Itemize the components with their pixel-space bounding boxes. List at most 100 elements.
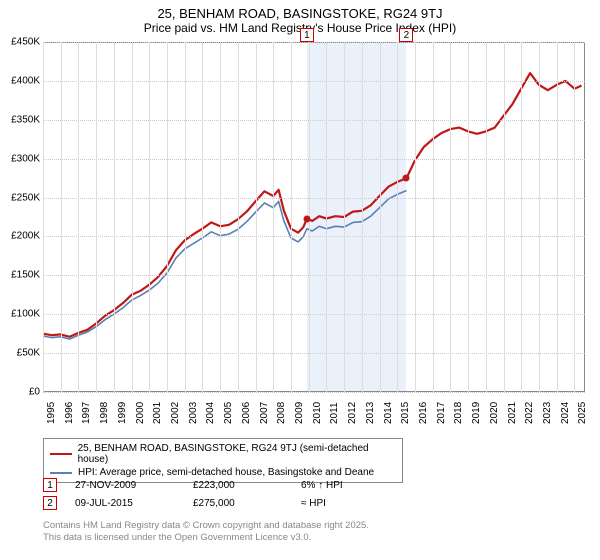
x-axis-label: 2017 — [436, 402, 447, 424]
event-row: 1 27-NOV-2009 £223,000 6% ↑ HPI — [43, 478, 381, 492]
x-axis-label: 2004 — [205, 402, 216, 424]
legend-box: 25, BENHAM ROAD, BASINGSTOKE, RG24 9TJ (… — [43, 438, 403, 483]
gridline-v — [433, 42, 434, 392]
gridline-v — [486, 42, 487, 392]
footer-line: Contains HM Land Registry data © Crown c… — [43, 520, 369, 532]
gridline-v — [539, 42, 540, 392]
gridline-v — [220, 42, 221, 392]
x-axis-label: 2006 — [241, 402, 252, 424]
gridline-v — [114, 42, 115, 392]
x-axis-label: 1996 — [64, 402, 75, 424]
event-marker-icon: 1 — [300, 28, 314, 42]
gridline-v — [468, 42, 469, 392]
series-price — [43, 73, 582, 337]
x-axis-label: 2013 — [365, 402, 376, 424]
y-axis-label: £250K — [0, 192, 40, 203]
x-axis-label: 2018 — [453, 402, 464, 424]
chart-container: 25, BENHAM ROAD, BASINGSTOKE, RG24 9TJ P… — [0, 0, 600, 560]
event-marker-icon: 2 — [43, 496, 57, 510]
x-axis-label: 2023 — [542, 402, 553, 424]
x-axis-label: 2021 — [507, 402, 518, 424]
gridline-v — [149, 42, 150, 392]
footer-attribution: Contains HM Land Registry data © Crown c… — [43, 520, 369, 545]
gridline-v — [78, 42, 79, 392]
y-axis-label: £0 — [0, 387, 40, 398]
x-axis-label: 2010 — [312, 402, 323, 424]
x-axis-label: 2001 — [152, 402, 163, 424]
events-table: 1 27-NOV-2009 £223,000 6% ↑ HPI 2 09-JUL… — [43, 478, 381, 514]
gridline-v — [256, 42, 257, 392]
gridline-v — [557, 42, 558, 392]
y-axis-label: £200K — [0, 231, 40, 242]
x-axis-label: 1997 — [81, 402, 92, 424]
y-axis-label: £150K — [0, 270, 40, 281]
footer-line: This data is licensed under the Open Gov… — [43, 532, 369, 544]
legend-row: 25, BENHAM ROAD, BASINGSTOKE, RG24 9TJ (… — [50, 442, 396, 466]
data-point-icon — [403, 175, 410, 182]
gridline-v — [415, 42, 416, 392]
x-axis-label: 2008 — [276, 402, 287, 424]
event-delta: ≈ HPI — [301, 498, 381, 509]
gridline-v — [362, 42, 363, 392]
event-price: £275,000 — [193, 498, 283, 509]
x-axis-label: 1999 — [117, 402, 128, 424]
legend-swatch-hpi — [50, 472, 72, 474]
x-axis-label: 2009 — [294, 402, 305, 424]
x-axis-label: 2025 — [577, 402, 588, 424]
x-axis-label: 2011 — [329, 402, 340, 424]
gridline-v — [291, 42, 292, 392]
gridline-v — [504, 42, 505, 392]
gridline-v — [202, 42, 203, 392]
legend-swatch-price — [50, 453, 72, 455]
x-axis-label: 2015 — [400, 402, 411, 424]
x-axis-label: 2003 — [188, 402, 199, 424]
x-axis-label: 2016 — [418, 402, 429, 424]
x-axis-label: 2024 — [560, 402, 571, 424]
plot-area — [43, 42, 585, 392]
x-axis-label: 1995 — [46, 402, 57, 424]
event-price: £223,000 — [193, 480, 283, 491]
x-axis-label: 2014 — [383, 402, 394, 424]
gridline-v — [167, 42, 168, 392]
gridline-h — [43, 392, 585, 393]
gridline-v — [238, 42, 239, 392]
legend-label: 25, BENHAM ROAD, BASINGSTOKE, RG24 9TJ (… — [78, 443, 396, 465]
data-point-icon — [303, 215, 310, 222]
y-axis-label: £300K — [0, 153, 40, 164]
event-row: 2 09-JUL-2015 £275,000 ≈ HPI — [43, 496, 381, 510]
gridline-v — [96, 42, 97, 392]
y-axis-label: £450K — [0, 37, 40, 48]
event-marker-icon: 1 — [43, 478, 57, 492]
gridline-v — [61, 42, 62, 392]
y-axis-label: £400K — [0, 75, 40, 86]
x-axis-label: 2002 — [170, 402, 181, 424]
gridline-v — [521, 42, 522, 392]
gridline-v — [185, 42, 186, 392]
y-axis-label: £50K — [0, 348, 40, 359]
gridline-v — [450, 42, 451, 392]
gridline-v — [43, 42, 44, 392]
gridline-v — [326, 42, 327, 392]
event-delta: 6% ↑ HPI — [301, 480, 381, 491]
x-axis-label: 2007 — [259, 402, 270, 424]
chart-title: 25, BENHAM ROAD, BASINGSTOKE, RG24 9TJ — [0, 0, 600, 21]
event-date: 27-NOV-2009 — [75, 480, 175, 491]
x-axis-label: 2005 — [223, 402, 234, 424]
y-axis-label: £100K — [0, 309, 40, 320]
x-axis-label: 2020 — [489, 402, 500, 424]
gridline-v — [380, 42, 381, 392]
gridline-v — [132, 42, 133, 392]
x-axis-label: 2022 — [524, 402, 535, 424]
x-axis-label: 2000 — [135, 402, 146, 424]
gridline-v — [344, 42, 345, 392]
event-date: 09-JUL-2015 — [75, 498, 175, 509]
gridline-v — [574, 42, 575, 392]
gridline-v — [273, 42, 274, 392]
gridline-v — [397, 42, 398, 392]
x-axis-label: 2019 — [471, 402, 482, 424]
x-axis-label: 2012 — [347, 402, 358, 424]
x-axis-label: 1998 — [99, 402, 110, 424]
legend-label: HPI: Average price, semi-detached house,… — [78, 467, 374, 478]
event-marker-icon: 2 — [399, 28, 413, 42]
y-axis-label: £350K — [0, 114, 40, 125]
